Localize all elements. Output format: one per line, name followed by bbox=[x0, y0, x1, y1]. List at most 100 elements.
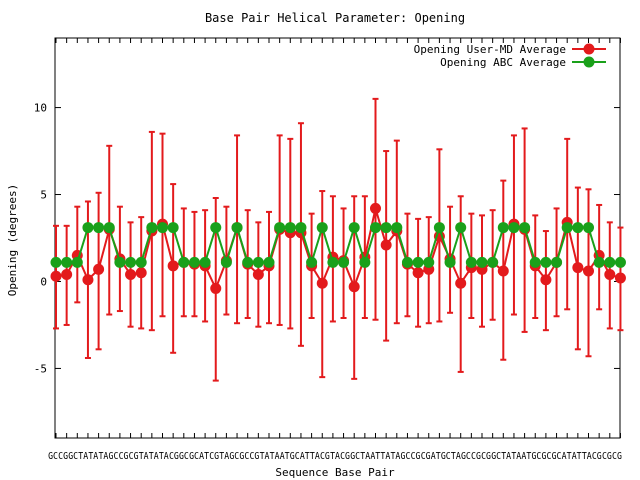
x-tick-label: CG bbox=[471, 451, 481, 462]
data-point bbox=[82, 274, 94, 286]
y-axis-label: Opening (degrees) bbox=[6, 184, 19, 297]
chart-title: Base Pair Helical Parameter: Opening bbox=[205, 11, 465, 25]
x-tick-label: AT bbox=[521, 451, 531, 462]
x-tick-label: GC bbox=[350, 451, 360, 462]
data-point bbox=[551, 256, 563, 268]
x-tick-label: GC bbox=[441, 451, 451, 462]
data-point bbox=[103, 222, 115, 234]
x-tick-label: TA bbox=[330, 451, 340, 462]
x-tick-label: CG bbox=[320, 451, 330, 462]
data-point bbox=[242, 256, 254, 268]
data-point bbox=[71, 256, 83, 268]
data-point bbox=[593, 256, 605, 268]
y-tick-label: -5 bbox=[34, 362, 47, 375]
x-tick-label: GC bbox=[531, 451, 541, 462]
x-tick-label: GC bbox=[461, 451, 471, 462]
data-point bbox=[252, 269, 264, 281]
data-point bbox=[497, 265, 509, 277]
data-point bbox=[125, 256, 137, 268]
data-point bbox=[572, 222, 584, 234]
data-point bbox=[50, 270, 62, 282]
x-tick-label: GC bbox=[491, 451, 501, 462]
x-tick-label: TA bbox=[511, 451, 521, 462]
data-point bbox=[327, 256, 339, 268]
x-tick-label: TA bbox=[78, 451, 88, 462]
data-point bbox=[370, 222, 381, 234]
x-tick-label: CG bbox=[250, 451, 260, 462]
data-point bbox=[370, 202, 381, 214]
data-point bbox=[274, 222, 286, 234]
data-point bbox=[50, 256, 62, 268]
data-point bbox=[412, 256, 424, 268]
x-tick-label: AT bbox=[562, 451, 572, 462]
x-tick-label: CG bbox=[340, 451, 350, 462]
data-point bbox=[614, 256, 626, 268]
data-point bbox=[199, 256, 211, 268]
x-tick-label: TA bbox=[582, 451, 592, 462]
x-tick-label: AT bbox=[199, 451, 209, 462]
data-point bbox=[401, 256, 413, 268]
data-point bbox=[540, 256, 552, 268]
data-point bbox=[210, 282, 222, 294]
data-point bbox=[465, 256, 477, 268]
data-point bbox=[348, 281, 360, 293]
legend-label: Opening User-MD Average bbox=[414, 43, 566, 56]
data-point bbox=[583, 222, 594, 234]
data-point bbox=[93, 263, 105, 275]
x-tick-label: GC bbox=[239, 451, 249, 462]
data-point bbox=[455, 222, 467, 234]
x-tick-label: TA bbox=[360, 451, 370, 462]
x-tick-label: CG bbox=[169, 451, 179, 462]
x-tick-label: TA bbox=[98, 451, 108, 462]
x-tick-label: TA bbox=[88, 451, 98, 462]
x-tick-label: GC bbox=[552, 451, 562, 462]
x-tick-label: GC bbox=[189, 451, 199, 462]
y-tick-label: 5 bbox=[40, 189, 47, 202]
data-point bbox=[561, 222, 573, 234]
data-point bbox=[114, 256, 126, 268]
x-tick-label: CG bbox=[58, 451, 68, 462]
data-point bbox=[306, 256, 318, 268]
data-point bbox=[433, 222, 445, 234]
data-point bbox=[455, 277, 467, 289]
data-point bbox=[295, 222, 307, 234]
x-tick-label: CG bbox=[129, 451, 139, 462]
x-tick-label: AT bbox=[300, 451, 310, 462]
data-point bbox=[380, 239, 392, 251]
data-point bbox=[380, 222, 392, 234]
x-tick-label: GC bbox=[179, 451, 189, 462]
x-tick-label: GC bbox=[109, 451, 119, 462]
data-point bbox=[614, 272, 626, 284]
x-tick-label: TA bbox=[149, 451, 159, 462]
data-point bbox=[572, 262, 584, 274]
data-point bbox=[178, 256, 190, 268]
x-tick-label: GC bbox=[401, 451, 411, 462]
x-tick-label: TA bbox=[139, 451, 149, 462]
x-tick-label: AT bbox=[572, 451, 582, 462]
data-point bbox=[540, 274, 552, 286]
data-point bbox=[284, 222, 296, 234]
data-point bbox=[583, 265, 594, 277]
data-point bbox=[167, 222, 179, 234]
data-point bbox=[316, 222, 328, 234]
data-point bbox=[82, 222, 94, 234]
x-tick-label: GC bbox=[542, 451, 552, 462]
x-tick-label: CG bbox=[411, 451, 421, 462]
data-point bbox=[146, 222, 158, 234]
x-tick-label: GC bbox=[229, 451, 239, 462]
legend-marker bbox=[583, 56, 595, 68]
data-point bbox=[487, 256, 499, 268]
data-point bbox=[423, 256, 435, 268]
data-point bbox=[210, 222, 222, 234]
data-point bbox=[135, 256, 147, 268]
data-point bbox=[604, 256, 616, 268]
data-point bbox=[519, 222, 531, 234]
data-point bbox=[316, 277, 328, 289]
x-tick-label: CG bbox=[612, 451, 622, 462]
x-tick-label: TA bbox=[380, 451, 390, 462]
data-point bbox=[231, 222, 243, 234]
data-point bbox=[61, 256, 73, 268]
x-tick-label: CG bbox=[119, 451, 129, 462]
x-tick-label: CG bbox=[592, 451, 602, 462]
